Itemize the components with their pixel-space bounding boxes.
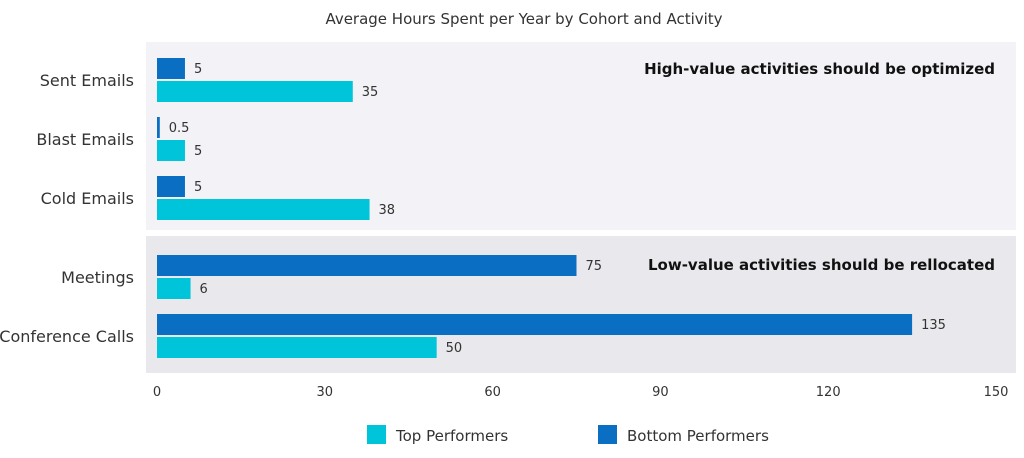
bar-top-performers-sent-emails — [157, 81, 353, 102]
bar-bottom-performers-sent-emails — [157, 58, 185, 79]
data-label-top-performers-blast-emails: 5 — [194, 144, 202, 159]
bars — [157, 58, 913, 358]
legend-label-top-performers: Top Performers — [395, 427, 508, 445]
labels: High-value activities should be optimize… — [0, 60, 995, 356]
data-label-top-performers-meetings: 6 — [200, 282, 208, 297]
x-tick-label-0: 0 — [153, 385, 161, 400]
category-label-sent-emails: Sent Emails — [40, 71, 134, 90]
category-label-blast-emails: Blast Emails — [36, 130, 134, 149]
category-label-cold-emails: Cold Emails — [41, 189, 134, 208]
group-annotation-1: High-value activities should be optimize… — [644, 60, 995, 78]
x-tick-label-90: 90 — [652, 385, 669, 400]
x-tick-label-120: 120 — [816, 385, 841, 400]
legend-swatch-top-performers — [367, 425, 386, 444]
bar-top-performers-meetings — [157, 278, 191, 299]
category-label-conference-calls: Conference Calls — [0, 327, 134, 346]
category-label-meetings: Meetings — [61, 268, 134, 287]
x-axis-ticks: 0 30 60 90 120 150 — [153, 385, 1009, 400]
group-annotation-2: Low-value activities should be rellocate… — [648, 256, 995, 274]
x-tick-label-60: 60 — [484, 385, 501, 400]
bar-top-performers-conference-calls — [157, 337, 437, 358]
legend-label-bottom-performers: Bottom Performers — [627, 427, 769, 445]
data-label-top-performers-sent-emails: 35 — [362, 85, 379, 100]
group-panel-1 — [146, 42, 1016, 230]
data-label-bottom-performers-blast-emails: 0.5 — [169, 121, 190, 136]
bar-top-performers-blast-emails — [157, 140, 185, 161]
bar-top-performers-cold-emails — [157, 199, 370, 220]
bar-bottom-performers-cold-emails — [157, 176, 185, 197]
x-tick-label-30: 30 — [317, 385, 334, 400]
legend-swatch-bottom-performers — [598, 425, 617, 444]
bar-bottom-performers-meetings — [157, 255, 577, 276]
bar-bottom-performers-conference-calls — [157, 314, 913, 335]
data-label-bottom-performers-meetings: 75 — [586, 259, 603, 274]
chart-title: Average Hours Spent per Year by Cohort a… — [325, 10, 722, 28]
data-label-top-performers-cold-emails: 38 — [379, 203, 396, 218]
bar-bottom-performers-blast-emails — [157, 117, 160, 138]
data-label-bottom-performers-conference-calls: 135 — [921, 318, 946, 333]
legend: Top Performers Bottom Performers — [367, 425, 769, 445]
data-label-bottom-performers-sent-emails: 5 — [194, 62, 202, 77]
x-tick-label-150: 150 — [984, 385, 1009, 400]
data-label-bottom-performers-cold-emails: 5 — [194, 180, 202, 195]
data-label-top-performers-conference-calls: 50 — [446, 341, 463, 356]
